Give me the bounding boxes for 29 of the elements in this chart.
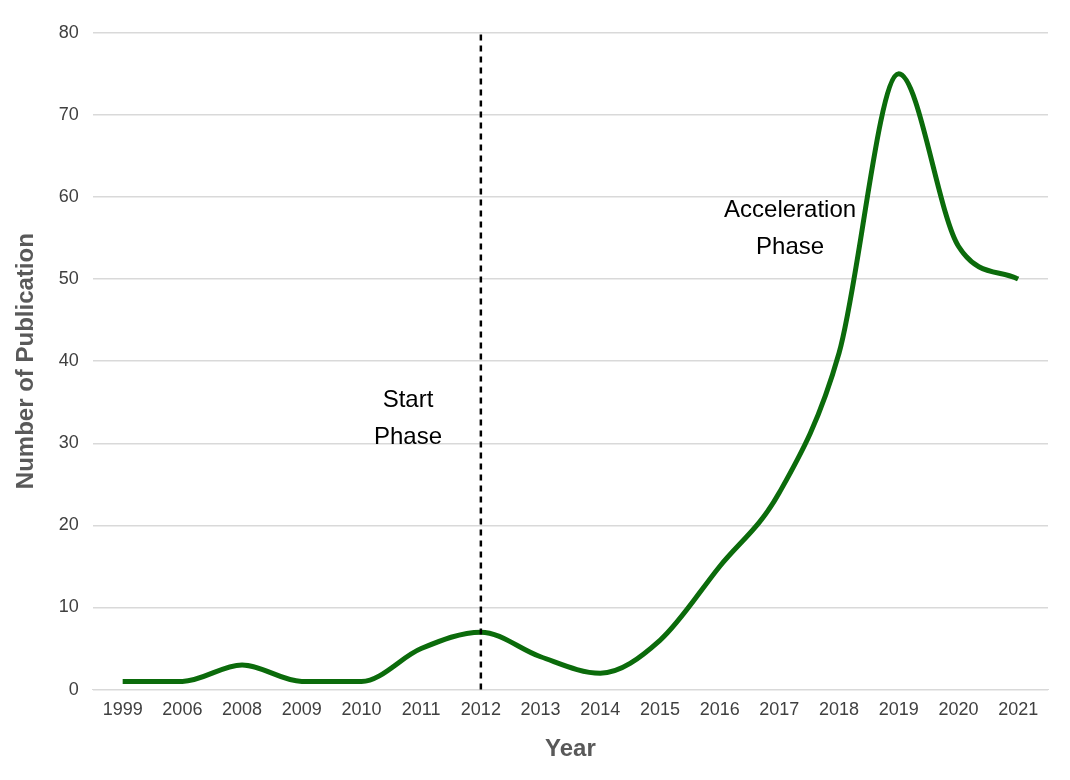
x-tick-label: 2006	[162, 699, 203, 720]
x-tick-label: 2020	[938, 699, 979, 720]
x-tick-label: 2009	[281, 699, 322, 720]
y-tick-label: 60	[58, 185, 79, 206]
x-tick-label: 2013	[520, 699, 561, 720]
x-tick-label: 2012	[460, 699, 501, 720]
y-tick-label: 10	[58, 596, 79, 617]
x-tick-label: 2008	[222, 699, 263, 720]
x-tick-label: 2010	[341, 699, 382, 720]
x-tick-label: 2015	[639, 699, 680, 720]
x-tick-label: 2021	[998, 699, 1039, 720]
y-tick-label: 70	[58, 103, 79, 124]
x-tick-label: 2014	[580, 699, 621, 720]
x-axis-title: Year	[545, 734, 596, 762]
x-tick-label: 2019	[878, 699, 919, 720]
y-tick-label: 30	[58, 432, 79, 453]
annotation: Acceleration Phase	[724, 194, 857, 259]
y-tick-label: 20	[58, 514, 79, 535]
annotation: Start Phase	[374, 385, 443, 450]
y-tick-label: 50	[58, 268, 79, 289]
x-tick-label: 1999	[102, 699, 143, 720]
y-tick-label: 40	[58, 350, 79, 371]
x-tick-label: 2016	[699, 699, 740, 720]
y-tick-label: 0	[68, 678, 79, 699]
x-tick-label: 2017	[759, 699, 800, 720]
y-tick-label: 80	[58, 21, 79, 42]
x-tick-label: 2011	[401, 699, 441, 720]
y-axis-title: Number of Publication	[11, 233, 39, 490]
x-tick-label: 2018	[819, 699, 860, 720]
